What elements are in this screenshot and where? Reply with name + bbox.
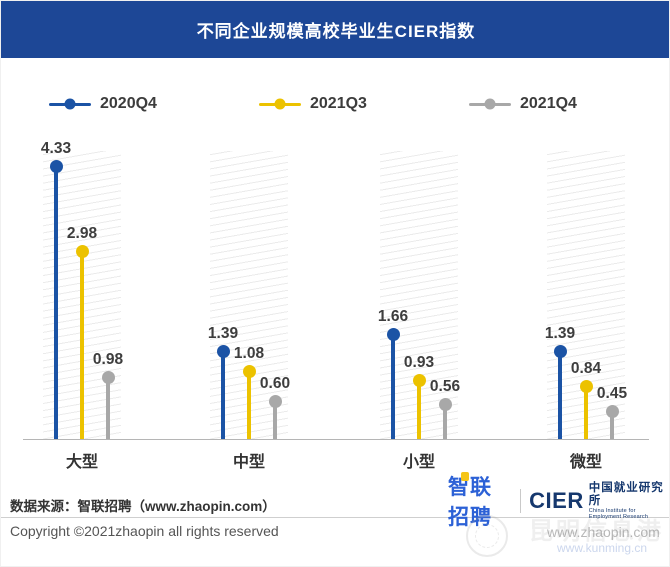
zhaopin-logo-accent-icon bbox=[461, 472, 469, 481]
stem-2020Q4-小型 bbox=[391, 334, 395, 439]
stem-2021Q4-中型 bbox=[273, 401, 277, 439]
stem-2020Q4-中型 bbox=[221, 351, 225, 439]
value-label-2020Q4-微型: 1.39 bbox=[544, 325, 576, 342]
value-label-2020Q4-小型: 1.66 bbox=[377, 308, 409, 325]
stem-2020Q4-微型 bbox=[558, 351, 562, 439]
data-point-2021Q4-微型 bbox=[605, 404, 619, 418]
footer-divider bbox=[1, 517, 669, 518]
legend-marker-dot-icon bbox=[274, 98, 286, 110]
legend-marker-icon bbox=[259, 98, 301, 110]
value-label-2021Q3-小型: 0.93 bbox=[403, 354, 435, 371]
stem-2021Q3-中型 bbox=[247, 371, 251, 439]
chart-legend: 2020Q4 2021Q3 2021Q4 bbox=[1, 93, 669, 117]
cier-logo-text: CIER bbox=[529, 488, 584, 513]
stem-2021Q4-微型 bbox=[610, 411, 614, 439]
watermark-ghost-text: 昆明信息港 bbox=[529, 518, 664, 545]
cier-name-en: China Institute for Employment Research bbox=[588, 507, 649, 520]
watermark-url-zhaopin: www.zhaopin.com bbox=[547, 524, 660, 540]
data-point-2021Q4-中型 bbox=[268, 394, 282, 408]
value-label-2021Q4-小型: 0.56 bbox=[429, 378, 461, 395]
legend-marker-icon bbox=[469, 98, 511, 110]
value-label-2021Q4-中型: 0.60 bbox=[259, 375, 291, 392]
stem-2020Q4-大型 bbox=[54, 166, 58, 439]
stem-2021Q3-微型 bbox=[584, 386, 588, 439]
value-label-2021Q3-微型: 0.84 bbox=[570, 360, 602, 377]
value-label-2021Q4-大型: 0.98 bbox=[92, 351, 124, 368]
legend-marker-dot-icon bbox=[484, 98, 496, 110]
data-point-2021Q4-大型 bbox=[101, 370, 115, 384]
data-point-2021Q3-中型 bbox=[242, 364, 256, 378]
value-label-2020Q4-大型: 4.33 bbox=[40, 140, 72, 157]
data-source-text: 数据来源：智联招聘（www.zhaopin.com） bbox=[10, 499, 276, 514]
legend-item-2021Q3: 2021Q3 bbox=[259, 93, 367, 115]
value-label-2020Q4-中型: 1.39 bbox=[207, 325, 239, 342]
data-point-2020Q4-小型 bbox=[386, 327, 400, 341]
legend-label: 2020Q4 bbox=[100, 95, 157, 112]
data-point-2020Q4-微型 bbox=[553, 344, 567, 358]
legend-item-2020Q4: 2020Q4 bbox=[49, 93, 157, 115]
watermark-stamp-icon bbox=[466, 515, 508, 557]
data-point-2021Q3-微型 bbox=[579, 379, 593, 393]
legend-marker-dot-icon bbox=[64, 98, 76, 110]
legend-label: 2021Q3 bbox=[310, 95, 367, 112]
value-label-2021Q3-中型: 1.08 bbox=[233, 345, 265, 362]
stem-2021Q4-大型 bbox=[106, 377, 110, 439]
stem-2021Q4-小型 bbox=[443, 404, 447, 439]
chart-title: 不同企业规模高校毕业生CIER指数 bbox=[196, 22, 476, 41]
data-point-2020Q4-中型 bbox=[216, 344, 230, 358]
category-label-大型: 大型 bbox=[65, 454, 99, 471]
watermark-url-kunming: www.kunming.cn bbox=[557, 541, 648, 555]
data-point-2020Q4-大型 bbox=[49, 159, 63, 173]
logo-divider bbox=[520, 489, 522, 513]
stem-2021Q3-大型 bbox=[80, 251, 84, 439]
data-point-2021Q3-大型 bbox=[75, 244, 89, 258]
legend-marker-icon bbox=[49, 98, 91, 110]
value-label-2021Q4-微型: 0.45 bbox=[596, 385, 628, 402]
stem-2021Q3-小型 bbox=[417, 380, 421, 439]
data-point-2021Q4-小型 bbox=[438, 397, 452, 411]
cier-name-cn: 中国就业研究所 bbox=[588, 482, 664, 507]
category-label-微型: 微型 bbox=[569, 454, 603, 471]
title-bar: 不同企业规模高校毕业生CIER指数 bbox=[1, 1, 669, 58]
cier-institute-name: 中国就业研究所 China Institute for Employment R… bbox=[589, 482, 669, 519]
value-label-2021Q3-大型: 2.98 bbox=[66, 225, 98, 242]
legend-label: 2021Q4 bbox=[520, 95, 577, 112]
x-axis-line bbox=[23, 439, 649, 440]
copyright-text: Copyright ©2021zhaopin all rights reserv… bbox=[10, 523, 279, 539]
data-point-2021Q3-小型 bbox=[412, 373, 426, 387]
category-label-小型: 小型 bbox=[402, 454, 436, 471]
legend-item-2021Q4: 2021Q4 bbox=[469, 93, 577, 115]
footer-logos: 智联招聘 CIER 中国就业研究所 China Institute for Em… bbox=[448, 472, 669, 529]
category-label-中型: 中型 bbox=[232, 454, 266, 471]
